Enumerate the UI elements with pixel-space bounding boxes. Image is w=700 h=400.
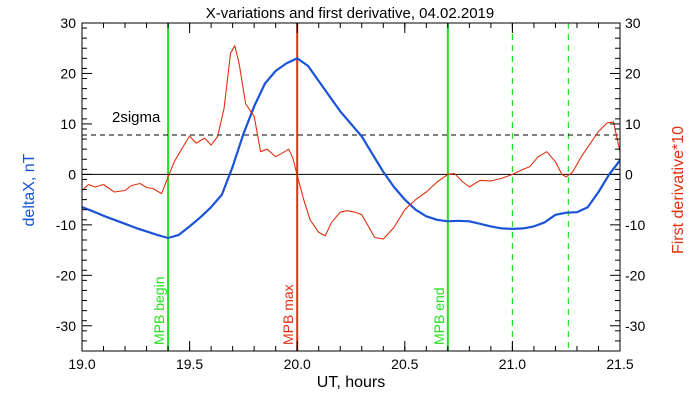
chart-title: X-variations and first derivative, 04.02… (206, 5, 495, 22)
y-right-tick-label-1: 20 (625, 65, 641, 81)
x-tick-label-0: 19.0 (68, 356, 95, 372)
y-right-tick-label-3: 0 (625, 166, 633, 182)
x-tick-label-2: 20.0 (284, 356, 311, 372)
x-tick-label-1: 19.5 (176, 356, 203, 372)
x-tick-label-4: 21.0 (499, 356, 526, 372)
series-line-derivative (82, 45, 620, 240)
y-right-tick-label-2: 10 (625, 116, 641, 132)
markers-layer (167, 23, 569, 351)
x-axis: 19.0 19.5 20.0 20.5 21.0 21.5 (68, 23, 634, 372)
marker-label-0: MPB begin (151, 277, 167, 345)
y-right-tick-label-4: -10 (625, 217, 645, 233)
x-tick-label-5: 21.5 (606, 356, 633, 372)
y-axis-right-label: First derivative*10 (670, 126, 687, 254)
threshold-label: 2sigma (112, 109, 161, 126)
x-axis-label: UT, hours (317, 374, 385, 391)
y-left-tick-label-1: 20 (60, 65, 76, 81)
marker-label-2: MPB end (431, 287, 447, 345)
series-layer (82, 45, 620, 240)
y-left-tick-label-3: 0 (68, 166, 76, 182)
y-right-tick-label-6: -30 (625, 318, 645, 334)
y-left-tick-label-4: -10 (56, 217, 76, 233)
plot-frame (81, 22, 621, 352)
y-left-tick-label-6: -30 (56, 318, 76, 334)
y-left-tick-label-5: -20 (56, 267, 76, 283)
y-right-tick-label-0: 30 (625, 15, 641, 31)
y-axis-right: 30 20 10 0 -10 -20 -30 (610, 15, 645, 352)
y-axis-left-label: deltaX, nT (21, 153, 38, 226)
marker-label-1: MPB max (280, 284, 296, 345)
y-left-tick-label-2: 10 (60, 116, 76, 132)
series-line-deltaX (82, 57, 620, 240)
marker-labels: MPB begin MPB max MPB end (151, 277, 447, 345)
y-left-tick-label-0: 30 (60, 15, 76, 31)
y-axis-left: 30 20 10 0 -10 -20 -30 (56, 15, 92, 352)
y-right-tick-label-5: -20 (625, 267, 645, 283)
reference-lines (82, 134, 620, 175)
x-tick-label-3: 20.5 (391, 356, 418, 372)
